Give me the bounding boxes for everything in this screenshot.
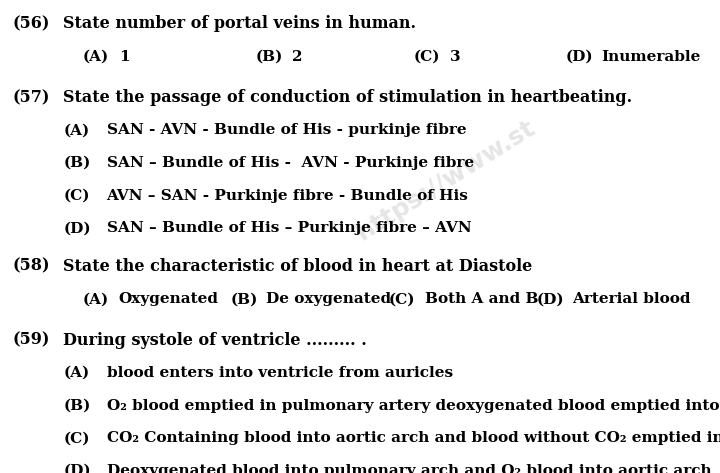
Text: 2: 2 bbox=[292, 50, 302, 64]
Text: 3: 3 bbox=[450, 50, 461, 64]
Text: (D): (D) bbox=[536, 292, 564, 307]
Text: 1: 1 bbox=[119, 50, 130, 64]
Text: (C): (C) bbox=[63, 431, 90, 446]
Text: (A): (A) bbox=[83, 50, 109, 64]
Text: Both A and B: Both A and B bbox=[425, 292, 539, 307]
Text: AVN – SAN - Purkinje fibre - Bundle of His: AVN – SAN - Purkinje fibre - Bundle of H… bbox=[107, 189, 469, 203]
Text: State the passage of conduction of stimulation in heartbeating.: State the passage of conduction of stimu… bbox=[63, 89, 632, 106]
Text: (D): (D) bbox=[63, 221, 91, 236]
Text: (57): (57) bbox=[13, 89, 50, 106]
Text: Arterial blood: Arterial blood bbox=[572, 292, 691, 307]
Text: Oxygenated: Oxygenated bbox=[119, 292, 219, 307]
Text: (A): (A) bbox=[83, 292, 109, 307]
Text: SAN – Bundle of His – Purkinje fibre – AVN: SAN – Bundle of His – Purkinje fibre – A… bbox=[107, 221, 471, 236]
Text: https://www.st: https://www.st bbox=[353, 115, 540, 245]
Text: (B): (B) bbox=[63, 156, 91, 170]
Text: (A): (A) bbox=[63, 123, 89, 138]
Text: Deoxygenated blood into pulmonary arch and O₂ blood into aortic arch: Deoxygenated blood into pulmonary arch a… bbox=[107, 464, 711, 473]
Text: (B): (B) bbox=[63, 399, 91, 413]
Text: blood enters into ventricle from auricles: blood enters into ventricle from auricle… bbox=[107, 366, 453, 380]
Text: (D): (D) bbox=[63, 464, 91, 473]
Text: During systole of ventricle ......... .: During systole of ventricle ......... . bbox=[63, 332, 367, 349]
Text: CO₂ Containing blood into aortic arch and blood without CO₂ emptied in pulmonary: CO₂ Containing blood into aortic arch an… bbox=[107, 431, 720, 446]
Text: (58): (58) bbox=[13, 258, 50, 275]
Text: (56): (56) bbox=[13, 15, 50, 32]
Text: (D): (D) bbox=[565, 50, 593, 64]
Text: De oxygenated: De oxygenated bbox=[266, 292, 392, 307]
Text: (59): (59) bbox=[13, 332, 50, 349]
Text: (B): (B) bbox=[230, 292, 258, 307]
Text: (A): (A) bbox=[63, 366, 89, 380]
Text: (C): (C) bbox=[389, 292, 415, 307]
Text: (B): (B) bbox=[256, 50, 283, 64]
Text: State the characteristic of blood in heart at Diastole: State the characteristic of blood in hea… bbox=[63, 258, 533, 275]
Text: (C): (C) bbox=[414, 50, 441, 64]
Text: Inumerable: Inumerable bbox=[601, 50, 701, 64]
Text: SAN - AVN - Bundle of His - purkinje fibre: SAN - AVN - Bundle of His - purkinje fib… bbox=[107, 123, 466, 138]
Text: (C): (C) bbox=[63, 189, 90, 203]
Text: O₂ blood emptied in pulmonary artery deoxygenated blood emptied into aortic arch: O₂ blood emptied in pulmonary artery deo… bbox=[107, 399, 720, 413]
Text: SAN – Bundle of His -  AVN - Purkinje fibre: SAN – Bundle of His - AVN - Purkinje fib… bbox=[107, 156, 474, 170]
Text: State number of portal veins in human.: State number of portal veins in human. bbox=[63, 15, 416, 32]
